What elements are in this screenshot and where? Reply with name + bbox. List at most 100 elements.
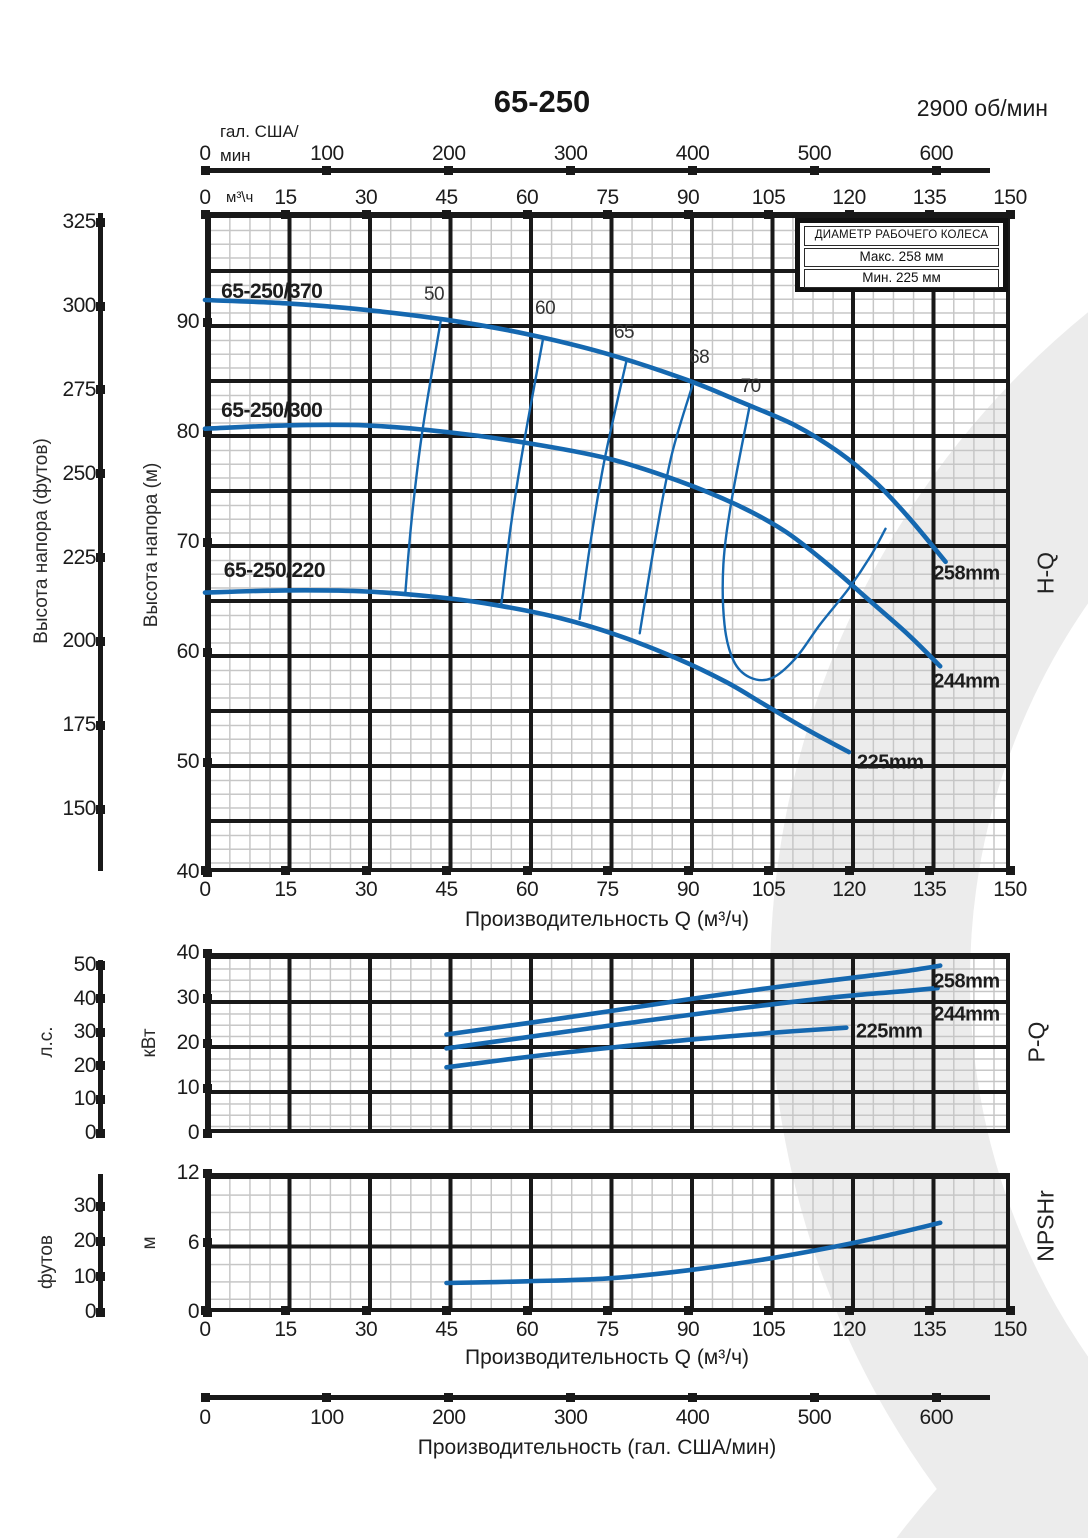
tick-label: 105 <box>751 878 786 901</box>
tick-mark <box>809 1392 819 1402</box>
tick-mark <box>95 1236 105 1246</box>
tick-mark <box>95 553 105 563</box>
legend-title: ДИАМЕТР РАБОЧЕГО КОЛЕСА <box>804 226 999 246</box>
tick-label: 20 <box>73 1053 97 1077</box>
gal-axis-top-line <box>205 168 990 173</box>
tick-label: 40 <box>176 941 200 964</box>
efficiency-label: 50 <box>423 283 445 305</box>
tick-label: 150 <box>62 797 96 821</box>
tick-mark <box>95 636 105 646</box>
tick-mark <box>281 865 290 875</box>
tick-mark <box>95 1061 105 1071</box>
tick-label: 225 <box>62 545 96 569</box>
tick-label: 100 <box>310 1406 344 1429</box>
tick-label: 105 <box>751 186 786 209</box>
tick-mark <box>322 165 332 175</box>
tick-label: 30 <box>176 986 200 1009</box>
tick-mark <box>844 865 854 875</box>
tick-mark <box>95 720 105 730</box>
tick-label: 50 <box>73 953 97 977</box>
tick-label: 300 <box>553 142 588 165</box>
legend-max-diameter: Макс. 258 мм <box>804 248 999 267</box>
m3h-axis-unit: м³\ч <box>226 189 254 206</box>
tick-label: 75 <box>596 1318 619 1341</box>
tick-mark <box>925 1305 934 1315</box>
tick-mark <box>566 1392 576 1402</box>
tick-label: 20 <box>176 1031 200 1054</box>
tick-mark <box>95 1027 105 1037</box>
tick-label: 10 <box>73 1087 97 1111</box>
hq-x-axis-title: Производительность Q (м³/ч) <box>464 908 750 931</box>
tick-label: 325 <box>62 210 96 234</box>
tick-mark <box>442 1305 451 1315</box>
tick-mark <box>566 165 576 175</box>
tick-label: 75 <box>596 878 619 901</box>
tick-mark <box>200 1305 210 1315</box>
tick-mark <box>442 209 451 219</box>
tick-mark <box>925 209 934 219</box>
tick-label: 10 <box>176 1076 200 1099</box>
tick-mark <box>322 1392 332 1402</box>
pump-model-title: 65-250 <box>493 84 591 119</box>
tick-mark <box>444 1392 454 1402</box>
tick-label: 600 <box>919 1406 954 1429</box>
tick-mark <box>522 1305 532 1315</box>
tick-label: 120 <box>832 186 866 209</box>
tick-label: 600 <box>919 142 954 165</box>
tick-label: 100 <box>310 142 344 165</box>
tick-label: 150 <box>993 186 1027 209</box>
tick-label: 0 <box>84 1300 97 1323</box>
tick-label: 30 <box>73 1020 97 1044</box>
tick-label: 30 <box>354 186 378 209</box>
tick-mark <box>95 217 105 227</box>
tick-label: 60 <box>176 640 200 663</box>
tick-label: 15 <box>274 1318 297 1341</box>
tick-mark <box>683 865 693 875</box>
gal-axis-unit-line1: гал. США/ <box>220 122 299 141</box>
tick-mark <box>931 1392 941 1402</box>
tick-mark <box>200 865 210 875</box>
tick-mark <box>361 865 371 875</box>
tick-mark <box>95 385 105 395</box>
gal-axis-unit-line2: мин <box>220 146 251 165</box>
tick-label: 50 <box>176 750 200 773</box>
tick-label: 0 <box>199 1406 211 1429</box>
tick-mark <box>95 1307 105 1317</box>
tick-mark <box>281 209 290 219</box>
tick-label: 0 <box>199 1318 211 1341</box>
tick-label: 10 <box>73 1264 97 1288</box>
tick-mark <box>764 1305 773 1315</box>
tick-label: 30 <box>73 1194 97 1218</box>
tick-mark <box>809 165 819 175</box>
tick-mark <box>281 1305 290 1315</box>
tick-mark <box>444 165 454 175</box>
pq-side-label: P-Q <box>1023 1021 1050 1063</box>
tick-label: 45 <box>435 186 458 209</box>
tick-mark <box>95 804 105 814</box>
tick-mark <box>95 960 105 970</box>
tick-label: 300 <box>553 1406 588 1429</box>
tick-mark <box>200 165 210 175</box>
tick-mark <box>764 209 773 219</box>
efficiency-label: 70 <box>740 375 762 397</box>
tick-label: 70 <box>176 530 200 553</box>
pump-speed-label: 2900 об/мин <box>916 95 1048 121</box>
tick-label: 0 <box>199 142 211 165</box>
tick-label: 150 <box>993 878 1027 901</box>
tick-mark <box>95 1094 105 1104</box>
tick-label: 500 <box>797 1406 832 1429</box>
tick-label: 6 <box>187 1230 200 1254</box>
tick-label: 0 <box>187 1300 200 1323</box>
tick-label: 150 <box>993 1318 1027 1341</box>
tick-label: 90 <box>676 1318 700 1341</box>
tick-mark <box>1005 209 1015 219</box>
tick-mark <box>925 865 934 875</box>
tick-mark <box>202 757 212 767</box>
tick-label: 300 <box>62 294 96 318</box>
tick-label: 90 <box>676 186 700 209</box>
tick-label: 30 <box>354 1318 378 1341</box>
tick-label: 200 <box>62 629 96 653</box>
tick-mark <box>764 865 773 875</box>
tick-label: 0 <box>187 1121 200 1144</box>
tick-label: 12 <box>176 1161 200 1184</box>
